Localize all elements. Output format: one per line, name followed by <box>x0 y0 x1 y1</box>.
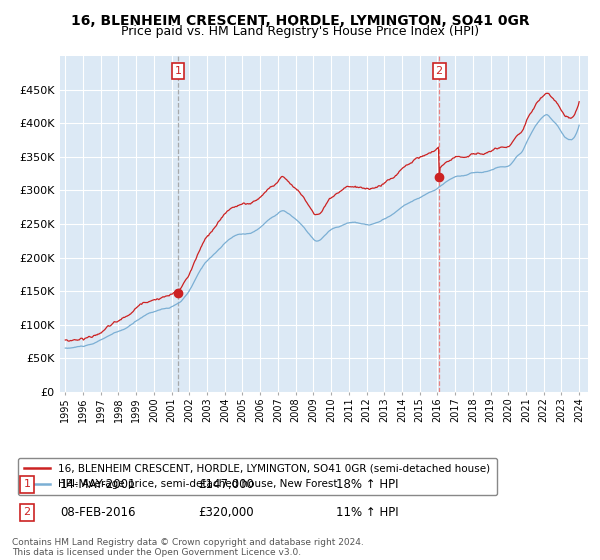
Text: 1: 1 <box>175 66 182 76</box>
Text: Price paid vs. HM Land Registry's House Price Index (HPI): Price paid vs. HM Land Registry's House … <box>121 25 479 38</box>
Text: 18% ↑ HPI: 18% ↑ HPI <box>336 478 398 491</box>
Text: 11% ↑ HPI: 11% ↑ HPI <box>336 506 398 519</box>
Text: £147,000: £147,000 <box>198 478 254 491</box>
Text: Contains HM Land Registry data © Crown copyright and database right 2024.
This d: Contains HM Land Registry data © Crown c… <box>12 538 364 557</box>
Legend: 16, BLENHEIM CRESCENT, HORDLE, LYMINGTON, SO41 0GR (semi-detached house), HPI: A: 16, BLENHEIM CRESCENT, HORDLE, LYMINGTON… <box>17 458 497 496</box>
Text: 14-MAY-2001: 14-MAY-2001 <box>60 478 137 491</box>
Text: 2: 2 <box>436 66 443 76</box>
Text: 16, BLENHEIM CRESCENT, HORDLE, LYMINGTON, SO41 0GR: 16, BLENHEIM CRESCENT, HORDLE, LYMINGTON… <box>71 14 529 28</box>
Text: £320,000: £320,000 <box>198 506 254 519</box>
Text: 1: 1 <box>23 479 31 489</box>
Text: 08-FEB-2016: 08-FEB-2016 <box>60 506 136 519</box>
Text: 2: 2 <box>23 507 31 517</box>
